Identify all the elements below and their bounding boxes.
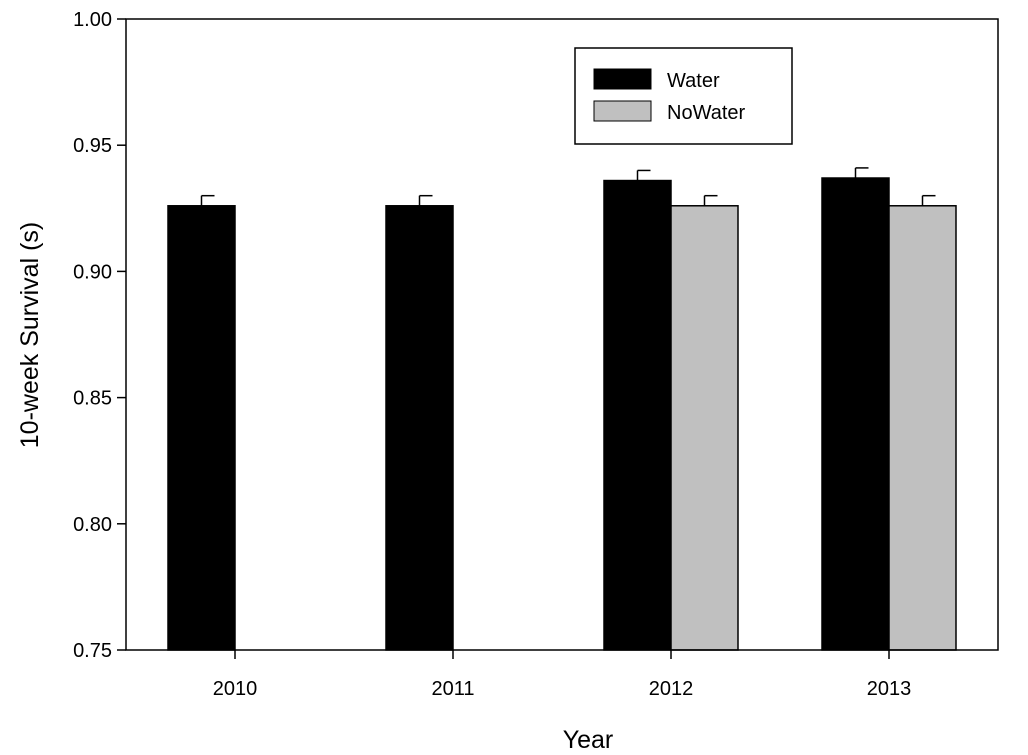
legend-label-nowater: NoWater [667, 102, 746, 124]
y-tick-label: 0.85 [73, 388, 112, 410]
error-bars-layer [200, 167, 936, 206]
y-tick-label: 0.80 [73, 514, 112, 536]
error-bar-water-2011 [418, 194, 433, 206]
legend: Water NoWater [574, 47, 793, 145]
bar-water-2012 [603, 179, 672, 651]
error-bar-nowater-2012 [703, 194, 718, 206]
bar-water-2013 [821, 177, 890, 651]
legend-label-water: Water [667, 70, 720, 92]
y-axis-title: 10-week Survival (s) [16, 222, 44, 448]
plot-frame [125, 18, 999, 651]
error-bar-water-2013 [854, 167, 869, 179]
x-tick-label: 2010 [213, 678, 258, 700]
legend-swatch-water [593, 68, 652, 90]
bar-water-2010 [167, 205, 236, 651]
x-tick-label: 2013 [867, 678, 912, 700]
x-axis: 2010 2011 2012 2013 [213, 650, 912, 700]
x-tick-label: 2012 [649, 678, 694, 700]
legend-swatch-nowater [593, 100, 652, 122]
y-tick-label: 0.95 [73, 135, 112, 157]
y-tick-label: 0.90 [73, 261, 112, 283]
x-axis-title: Year [563, 726, 614, 754]
error-bar-nowater-2013 [921, 194, 936, 206]
y-axis: 0.75 0.80 0.85 0.90 0.95 1.00 [73, 9, 126, 662]
error-bar-water-2010 [200, 194, 215, 206]
y-tick-label: 1.00 [73, 9, 112, 31]
bars-layer [167, 177, 957, 651]
error-bar-water-2012 [636, 169, 651, 181]
x-tick-label: 2011 [431, 678, 474, 700]
bar-water-2011 [385, 205, 454, 651]
legend-box [574, 47, 793, 145]
bar-nowater-2012 [670, 205, 739, 651]
bar-nowater-2013 [888, 205, 957, 651]
y-tick-label: 0.75 [73, 640, 112, 662]
